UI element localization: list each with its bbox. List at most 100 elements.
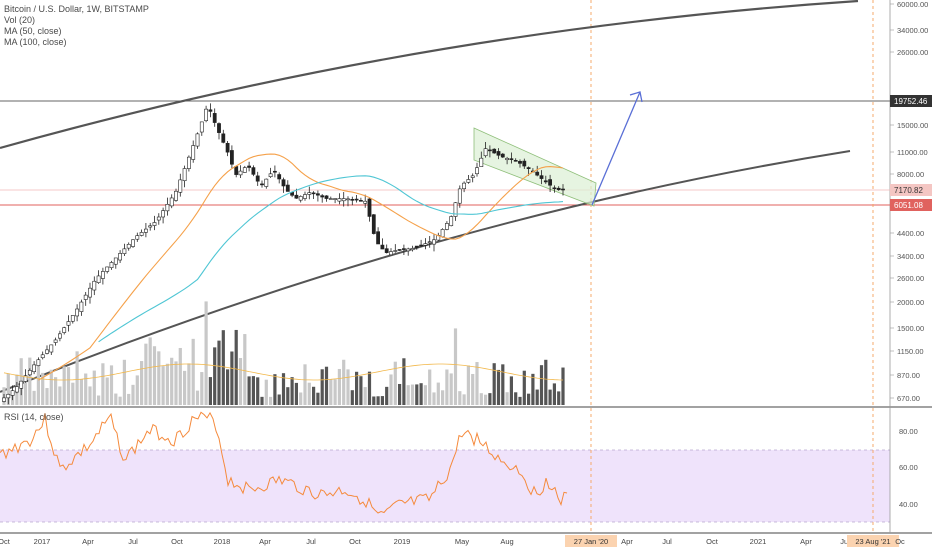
candle-body — [380, 244, 385, 250]
volume-bar — [548, 389, 552, 405]
candle-body — [27, 369, 32, 376]
volume-bar — [41, 372, 45, 405]
volume-bar — [144, 343, 148, 405]
volume-bar — [273, 374, 277, 405]
price-tick-label: 15000.00 — [897, 121, 928, 130]
time-tick-label: Jul — [128, 537, 138, 546]
volume-bar — [251, 376, 255, 405]
date-marker-label: 27 Jan '20 — [574, 537, 608, 546]
candle-body — [144, 228, 148, 233]
candle-body — [15, 386, 19, 393]
volume-bar — [97, 395, 101, 405]
price-tick-label: 8000.00 — [897, 170, 924, 179]
volume-bar — [45, 388, 49, 405]
volume-bar — [355, 371, 359, 405]
candle-body — [32, 364, 37, 373]
volume-bar — [54, 377, 58, 405]
candle-body — [113, 257, 118, 265]
candle-body — [230, 150, 234, 165]
candle-body — [466, 179, 471, 183]
volume-bar — [101, 363, 105, 405]
candle-body — [393, 250, 398, 252]
price-tick-label: 1150.00 — [897, 347, 924, 356]
volume-bar — [66, 367, 71, 405]
candle-body — [195, 133, 200, 147]
candle-body — [174, 190, 178, 201]
price-label: 7170.82 — [894, 186, 923, 195]
volume-bar — [484, 394, 488, 405]
volume-bar — [557, 391, 561, 405]
volume-bar — [337, 368, 341, 405]
candle-body — [432, 239, 436, 245]
candle-body — [363, 200, 368, 204]
candle-body — [225, 142, 230, 153]
volume-bar — [462, 394, 466, 405]
volume-bar — [350, 390, 354, 405]
volume-bar — [458, 391, 462, 405]
candle-body — [376, 231, 381, 245]
volume-bar — [346, 369, 350, 405]
volume-bar — [221, 330, 225, 405]
candle-body — [500, 153, 505, 158]
candle-body — [475, 167, 479, 175]
upper-trend-arc — [0, 0, 859, 150]
volume-bar — [496, 369, 501, 405]
time-tick-label: 2019 — [394, 537, 411, 546]
volume-bar — [32, 390, 36, 405]
volume-bar — [226, 369, 230, 405]
volume-bar — [36, 359, 40, 405]
candle-body — [251, 167, 256, 175]
volume-bar — [178, 347, 182, 405]
rsi-line — [0, 411, 568, 514]
price-tick-label: 3400.00 — [897, 252, 924, 261]
time-tick-label: 2021 — [750, 537, 767, 546]
volume-bar — [79, 379, 83, 405]
candle-body — [66, 321, 71, 326]
price-tick-label: 4400.00 — [897, 229, 924, 238]
candle-body — [187, 156, 191, 169]
rsi-band — [0, 450, 890, 522]
volume-bar — [208, 377, 212, 405]
candle-body — [277, 174, 282, 180]
price-label: 19752.46 — [894, 97, 928, 106]
time-tick-label: May — [455, 537, 469, 546]
candle-body — [315, 193, 320, 196]
volume-bar — [286, 387, 290, 405]
candle-body — [406, 248, 411, 252]
price-tick-label: 34000.00 — [897, 26, 928, 35]
time-tick-label: Jul — [840, 537, 850, 546]
candle-body — [260, 183, 264, 186]
candle-body — [453, 202, 458, 217]
candle-body — [92, 280, 97, 291]
ma50-line — [38, 153, 564, 381]
candle-body — [6, 393, 11, 399]
volume-bar — [135, 375, 139, 405]
time-tick-label: Apr — [259, 537, 271, 546]
candle-body — [294, 194, 299, 199]
volume-bar — [200, 372, 204, 405]
volume-bar — [71, 382, 75, 405]
candle-body — [341, 198, 346, 202]
candle-body — [281, 179, 286, 187]
volume-bar — [372, 396, 376, 405]
candle-body — [161, 210, 166, 218]
candle-body — [298, 196, 303, 201]
volume-bar — [88, 386, 92, 405]
volume-bar — [419, 383, 423, 405]
candle-body — [135, 235, 140, 240]
volume-bar — [393, 361, 397, 405]
volume-bar — [165, 363, 169, 405]
volume-bar — [531, 373, 535, 405]
volume-bar — [49, 369, 53, 405]
candle-body — [118, 253, 123, 261]
candle-body — [212, 113, 217, 123]
volume-bar — [191, 338, 195, 405]
date-marker-bg — [847, 535, 899, 547]
volume-bar — [492, 363, 496, 405]
candle-body — [285, 184, 290, 192]
rsi-tick-label: 60.00 — [899, 463, 918, 472]
candle-body — [57, 333, 62, 339]
candle-body — [199, 121, 204, 133]
price-tick-label: 670.00 — [897, 394, 920, 403]
candle-body — [165, 204, 170, 212]
